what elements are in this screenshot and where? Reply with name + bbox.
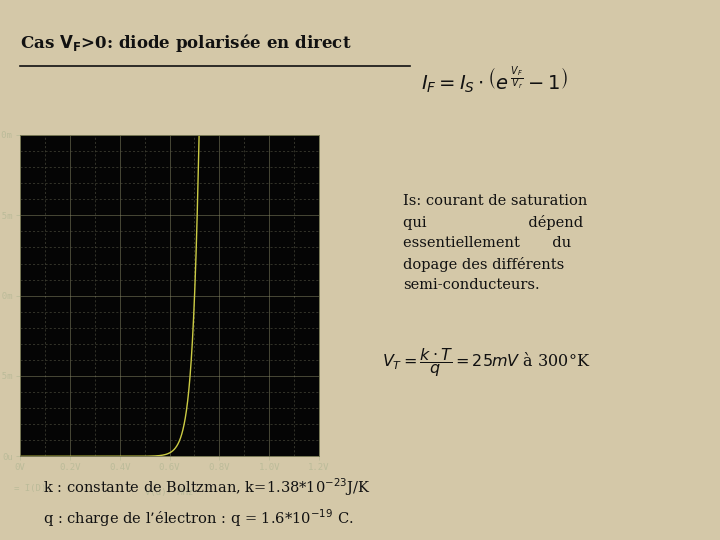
Text: $V_T = \dfrac{k \cdot T}{q} = 25mV$ à 300°K: $V_T = \dfrac{k \cdot T}{q} = 25mV$ à 30… <box>382 346 590 379</box>
Text: $I_F = I_S \cdot \left( e^{\,\frac{V_F}{V_r}} - 1 \right)$: $I_F = I_S \cdot \left( e^{\,\frac{V_F}{… <box>421 65 568 96</box>
Text: q : charge de l’électron : q = 1.6*10$^{-19}$ C.: q : charge de l’électron : q = 1.6*10$^{… <box>43 508 354 529</box>
Text: V(d)- MHz: V(d)- MHz <box>145 488 194 497</box>
Text: = I(D): = I(D) <box>14 484 46 492</box>
Text: Cas $\mathbf{V_F}$>0: diode polarisée en direct: Cas $\mathbf{V_F}$>0: diode polarisée en… <box>20 32 352 55</box>
Text: k : constante de Boltzman, k=1.38*10$^{-23}$J/K: k : constante de Boltzman, k=1.38*10$^{-… <box>43 476 371 498</box>
Text: Is: courant de saturation
qui                      dépend
essentiellement       : Is: courant de saturation qui dépend ess… <box>403 194 588 292</box>
